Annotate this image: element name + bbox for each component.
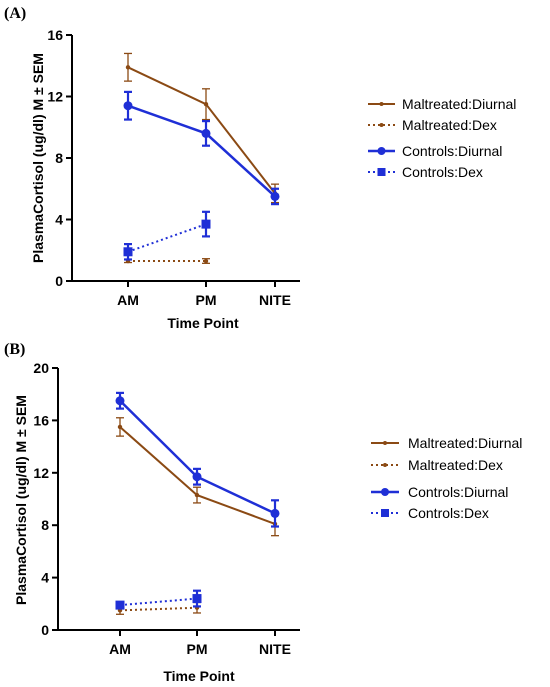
panel-a-data-point: [123, 101, 133, 111]
panel-b-y-axis-title: PlasmaCortisol (ug/dl) M ± SEM: [13, 395, 29, 605]
panel-a-y-tick-label: 12: [47, 89, 63, 105]
panel-b-legend-marker: [381, 488, 389, 496]
panel-b-label: (B): [4, 341, 25, 358]
panel-b-data-point: [270, 508, 280, 518]
panel-b-legend-label: Controls:Diurnal: [408, 484, 508, 500]
panel-b-y-tick-label: 8: [41, 517, 49, 533]
panel-b-series-line: [119, 606, 198, 612]
panel-a-legend-marker: [377, 147, 386, 155]
panel-a-series: [123, 52, 280, 264]
panel-b-y-tick-label: 4: [41, 570, 49, 586]
panel-a-data-point: [123, 247, 133, 257]
panel-b-y-tick-label: 12: [33, 465, 49, 481]
panel-a-legend-marker: [379, 123, 384, 127]
panel-a-x-tick-label: AM: [117, 292, 139, 308]
panel-a-legend: Maltreated:Diurnal Maltreated:Dex Controls…: [368, 96, 516, 180]
panel-a-data-point: [201, 128, 211, 138]
panel-a-series-line: [127, 104, 276, 198]
panel-b-data-point: [192, 594, 202, 604]
panel-a-series-line: [127, 66, 276, 194]
panel-a-legend-item-controls-dex: Controls:Dex: [368, 164, 483, 180]
panel-a-legend-item-maltreated-dex: Maltreated:Dex: [368, 117, 497, 133]
panel-b-legend-label: Controls:Dex: [408, 505, 489, 521]
panel-b-x-tick-label: NITE: [259, 641, 291, 657]
panel-a-legend-marker: [379, 102, 384, 106]
panel-b-legend-item-maltreated-diurnal: Maltreated:Diurnal: [371, 435, 522, 451]
panel-a-legend-label: Maltreated:Dex: [402, 117, 497, 133]
panel-b-data-point: [192, 472, 202, 482]
panel-a-series-controls-diurnal: [123, 90, 280, 206]
panel-a-x-tick-label: PM: [196, 292, 217, 308]
panel-b-data-point: [115, 600, 125, 610]
panel-b-legend-marker: [383, 463, 387, 467]
panel-a-y-tick-label: 8: [55, 150, 63, 166]
panel-a-x-tick-label: NITE: [259, 292, 291, 308]
panel-a-axes: 0 4 8 12 16 AM PM NITE: [47, 27, 300, 308]
panel-b-data-point: [115, 396, 125, 406]
panel-a-data-point: [203, 101, 209, 107]
panel-a-data-point: [201, 219, 211, 229]
panel-a-legend-label: Controls:Dex: [402, 164, 483, 180]
panel-a-legend-item-maltreated-diurnal: Maltreated:Diurnal: [368, 96, 516, 112]
panel-b-legend-item-controls-diurnal: Controls:Diurnal: [371, 484, 508, 500]
panel-b-y-tick-label: 20: [33, 360, 49, 376]
panel-b-y-tick-label: 0: [41, 622, 49, 638]
panel-a-y-tick-label: 4: [55, 212, 63, 228]
panel-b-x-axis-title: Time Point: [163, 668, 235, 684]
panel-b-data-point: [194, 492, 200, 498]
panel-b-series: [115, 391, 280, 615]
panel-b-series-controls-diurnal: [115, 391, 280, 528]
panel-b-series-maltreated-dex: [116, 601, 201, 615]
panel-b-y-tick-label: 16: [33, 412, 49, 428]
panel-a-data-point: [203, 258, 209, 264]
panel-b-series-line: [119, 597, 198, 607]
panel-a-legend-label: Maltreated:Diurnal: [402, 96, 516, 112]
panel-b: (B) PlasmaCortisol (ug/dl) M ± SEM Time …: [4, 341, 522, 684]
panel-a-series-controls-dex: [123, 210, 211, 261]
panel-a-series-line: [127, 223, 207, 253]
panel-a: (A) PlasmaCortisol (ug/dl) M ± SEM Time …: [4, 5, 516, 331]
panel-a-series-maltreated-dex: [124, 258, 210, 264]
panel-b-legend-item-controls-dex: Controls:Dex: [371, 505, 489, 521]
panel-a-legend-label: Controls:Diurnal: [402, 143, 502, 159]
panel-a-y-tick-label: 16: [47, 27, 63, 43]
panel-a-x-axis-title: Time Point: [167, 315, 239, 331]
panel-a-legend-item-controls-diurnal: Controls:Diurnal: [368, 143, 502, 159]
panel-a-label: (A): [4, 5, 26, 22]
panel-b-legend-label: Maltreated:Diurnal: [408, 435, 522, 451]
panel-b-data-point: [117, 424, 123, 430]
panel-b-legend: Maltreated:Diurnal Maltreated:Dex Controls…: [371, 435, 522, 521]
panel-b-x-tick-label: PM: [187, 641, 208, 657]
panel-b-legend-marker: [383, 441, 387, 445]
panel-a-data-point: [125, 65, 131, 70]
panel-a-data-point: [270, 191, 280, 201]
panel-b-axes: 0 4 8 12 16 20 AM PM NITE: [33, 360, 300, 657]
panel-b-series-controls-dex: [115, 589, 202, 610]
panel-b-legend-marker: [381, 509, 389, 517]
panel-a-y-axis-title: PlasmaCortisol (ug/dl) M ± SEM: [30, 53, 46, 263]
panel-b-legend-item-maltreated-dex: Maltreated:Dex: [371, 457, 503, 473]
panel-b-legend-label: Maltreated:Dex: [408, 457, 503, 473]
panel-b-x-tick-label: AM: [109, 641, 131, 657]
panel-a-legend-marker: [377, 168, 386, 176]
panel-a-y-tick-label: 0: [55, 273, 63, 289]
